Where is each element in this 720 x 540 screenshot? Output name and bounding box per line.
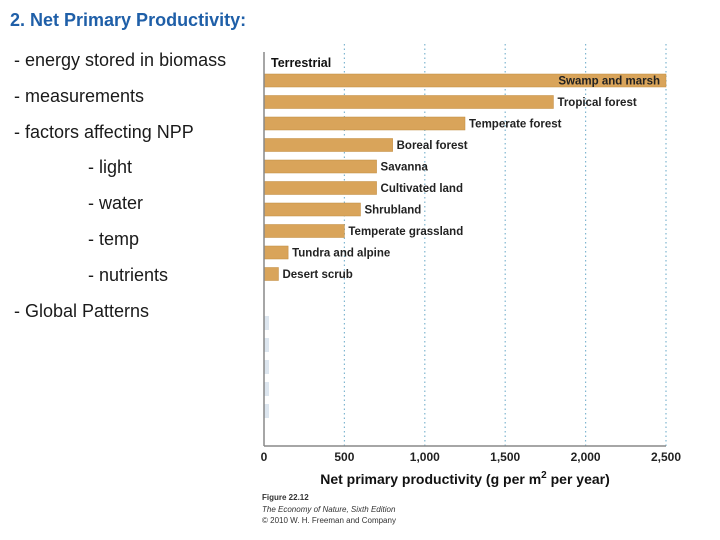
bullet-water: - water	[88, 193, 144, 213]
bar-temperate-forest	[263, 116, 466, 131]
slide-title: 2. Net Primary Productivity:	[10, 10, 247, 30]
bar-boreal-forest	[263, 138, 393, 152]
bar-temperate-grassland	[263, 224, 345, 238]
bullet-energy-stored: - energy stored in biomass	[14, 50, 227, 70]
bullet-global-patterns: - Global Patterns	[14, 301, 150, 321]
x-axis: 0 500 1,000 1,500 2,000 2,500	[261, 52, 681, 464]
bars: Swamp and marsh Tropical forest Temperate …	[263, 73, 667, 418]
bar-label-cultivated-land: Cultivated land	[381, 183, 463, 195]
bullet-measurements: - measurements	[14, 86, 145, 106]
bar-shrubland	[263, 202, 361, 217]
figure-source: The Economy of Nature, Sixth Edition	[262, 505, 396, 514]
bullet-light: - light	[88, 157, 133, 177]
bar-label-tundra-and-alpine: Tundra and alpine	[292, 248, 390, 260]
bar-desert-scrub	[263, 267, 279, 281]
bar-label-savanna: Savanna	[381, 162, 429, 174]
tick-label-0: 0	[261, 450, 268, 464]
bar-cultivated-land	[263, 181, 377, 195]
bar-label-tropical-forest: Tropical forest	[557, 97, 636, 109]
bar-tropical-forest	[263, 95, 554, 109]
bullet-temp: - temp	[88, 229, 140, 249]
bullet-nutrients: - nutrients	[88, 265, 169, 285]
bar-label-swamp-and-marsh: Swamp and marsh	[558, 76, 660, 88]
tick-label-1500: 1,500	[490, 450, 520, 464]
bar-tundra-and-alpine	[263, 245, 289, 260]
tick-label-500: 500	[334, 450, 354, 464]
x-axis-label: Net primary productivity (g per m2 per y…	[320, 470, 610, 487]
bullet-factors: - factors affecting NPP	[14, 122, 194, 142]
placeholder-row-5	[264, 404, 269, 418]
bar-label-temperate-forest: Temperate forest	[469, 119, 562, 131]
figure-number: Figure 22.12	[262, 493, 309, 502]
placeholder-row-4	[264, 382, 269, 396]
bar-label-desert-scrub: Desert scrub	[282, 269, 352, 281]
section-label-terrestrial: Terrestrial	[271, 56, 331, 70]
figure-copyright: © 2010 W. H. Freeman and Company	[262, 516, 396, 525]
placeholder-row-2	[264, 338, 269, 352]
tick-label-2000: 2,000	[571, 450, 601, 464]
bar-label-temperate-grassland: Temperate grassland	[348, 226, 463, 238]
tick-label-2500: 2,500	[651, 450, 681, 464]
bar-label-boreal-forest: Boreal forest	[397, 140, 468, 152]
tick-label-1000: 1,000	[410, 450, 440, 464]
placeholder-row-1	[264, 316, 269, 330]
bar-savanna	[263, 159, 377, 174]
bar-label-shrubland: Shrubland	[364, 205, 421, 217]
placeholder-row-3	[264, 360, 269, 374]
